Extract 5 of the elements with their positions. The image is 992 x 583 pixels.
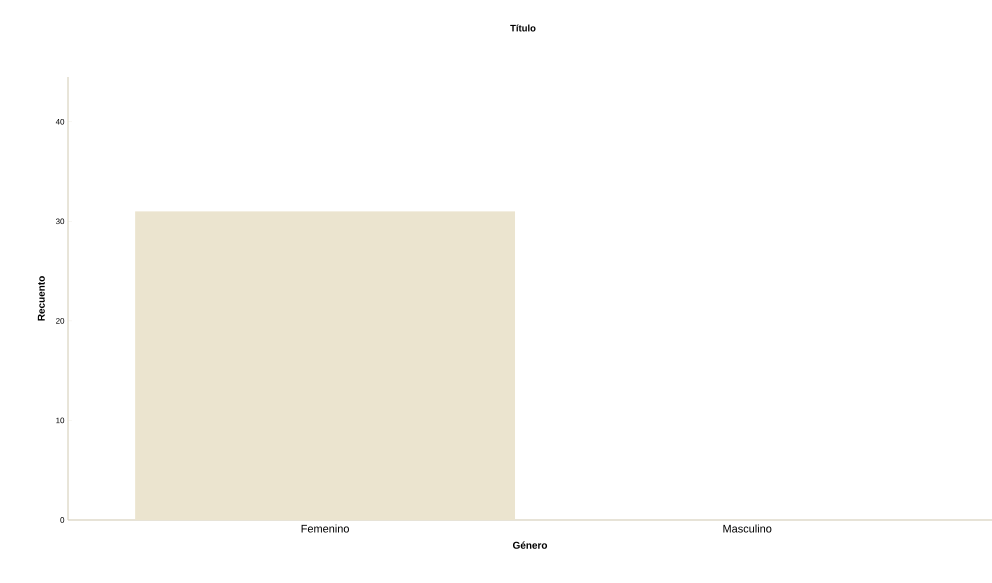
x-tick-label: Masculino [723,524,772,533]
x-tick-label: Femenino [302,524,349,533]
chart-title: Título [510,24,536,32]
x-axis-title: Género [512,541,548,549]
y-axis-title: Recuento [38,276,45,321]
